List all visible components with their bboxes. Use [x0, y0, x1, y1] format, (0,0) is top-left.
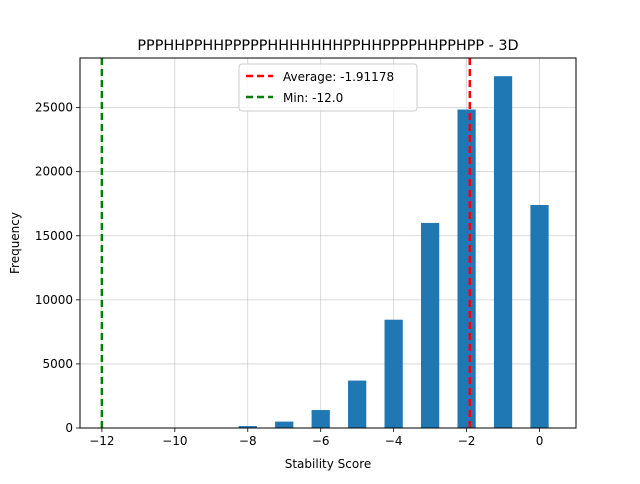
x-tick-label: −6 [312, 434, 330, 448]
x-tick-label: −4 [385, 434, 403, 448]
histogram-bar [530, 205, 549, 428]
plot-frame [79, 57, 577, 429]
histogram-bar [275, 421, 294, 428]
histogram-bar [311, 410, 330, 428]
legend-label-average: Average: -1.91178 [283, 70, 394, 84]
bars [238, 76, 549, 429]
histogram-bar [457, 109, 476, 429]
x-tick-label: −12 [89, 434, 114, 448]
x-tick-label: −10 [162, 434, 187, 448]
x-tick-label: −8 [239, 434, 257, 448]
histogram-bar [238, 426, 257, 428]
x-tick-label: 0 [536, 434, 544, 448]
legend-label-min: Min: -12.0 [283, 91, 343, 105]
legend-frame [238, 63, 418, 112]
y-tick-label: 10000 [35, 293, 73, 307]
y-tick-label: 5000 [42, 357, 73, 371]
y-tick-label: 0 [65, 421, 73, 435]
y-tick-label: 20000 [35, 165, 73, 179]
histogram-bar [384, 319, 403, 428]
histogram-bar [493, 76, 513, 428]
reference-lines [100, 58, 472, 428]
y-axis-ticks: 0 5000 10000 15000 20000 25000 [35, 101, 80, 435]
x-axis-label: Stability Score [285, 457, 372, 471]
y-tick-label: 15000 [35, 229, 73, 243]
y-axis-label: Frequency [8, 212, 22, 274]
x-tick-label: −2 [458, 434, 476, 448]
histogram-bar [348, 380, 367, 428]
y-tick-label: 25000 [35, 101, 73, 115]
chart-title: PPPHHPPHHPPPPPHHHHHHHPPHHPPPPHHPPHPP - 3… [137, 38, 518, 54]
x-axis-ticks: −12 −10 −8 −6 −4 −2 0 [89, 428, 543, 448]
legend: Average: -1.91178 Min: -12.0 [238, 63, 418, 112]
histogram-bar [421, 222, 440, 428]
